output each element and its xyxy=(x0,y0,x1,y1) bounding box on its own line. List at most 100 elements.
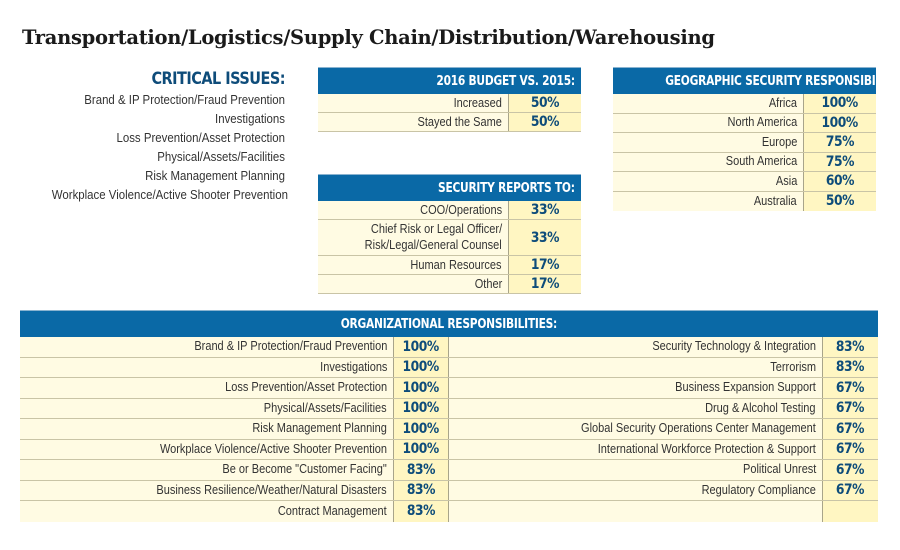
row-value: 67% xyxy=(836,400,865,417)
org-left-column: Brand & IP Protection/Fraud Prevention 10… xyxy=(20,337,449,522)
table-row: Europe 75% xyxy=(613,133,876,153)
row-label: Europe xyxy=(761,134,797,149)
row-label: COO/Operations xyxy=(420,202,502,217)
table-row: Terrorism 83% xyxy=(449,357,878,378)
critical-issue-item: Investigations xyxy=(215,111,285,126)
org-right-column: Security Technology & Integration 83% Ter… xyxy=(449,337,878,522)
budget-table-header: 2016 BUDGET VS. 2015: xyxy=(318,67,581,94)
critical-issue-item: Risk Management Planning xyxy=(145,168,285,183)
table-row: Asia 60% xyxy=(613,172,876,192)
row-label: Africa xyxy=(768,95,797,110)
critical-issue-item: Loss Prevention/Asset Protection xyxy=(116,130,285,145)
table-row: North America 100% xyxy=(613,113,876,133)
row-label: Business Expansion Support xyxy=(675,380,816,395)
row-label: Brand & IP Protection/Fraud Prevention xyxy=(193,339,387,354)
row-value: 33% xyxy=(530,202,560,218)
table-row: Stayed the Same 50% xyxy=(318,113,581,132)
critical-issue-item: Workplace Violence/Active Shooter Preven… xyxy=(51,187,288,202)
row-label: Regulatory Compliance xyxy=(701,482,816,497)
row-label: South America xyxy=(725,154,797,169)
row-label: Political Unrest xyxy=(742,462,816,477)
row-value: 83% xyxy=(836,338,865,355)
table-row-empty xyxy=(449,501,878,522)
row-value: 67% xyxy=(836,420,865,437)
org-table-header: ORGANIZATIONAL RESPONSIBILITIES: xyxy=(20,310,878,337)
security-reports-to-table: SECURITY REPORTS TO: COO/Operations 33% … xyxy=(318,174,581,294)
reports-table-header: SECURITY REPORTS TO: xyxy=(318,174,581,201)
row-value: 75% xyxy=(825,153,855,170)
row-label: Stayed the Same xyxy=(417,114,502,129)
geo-table-header: GEOGRAPHIC SECURITY RESPONSIBILITY: xyxy=(613,67,900,94)
row-value: 67% xyxy=(836,461,865,478)
table-row: Physical/Assets/Facilities 100% xyxy=(20,398,449,419)
row-label: Chief Risk or Legal Officer/ xyxy=(370,222,502,236)
row-label: Global Security Operations Center Manage… xyxy=(581,421,816,436)
row-value: 100% xyxy=(402,420,440,437)
table-row: Investigations 100% xyxy=(20,357,449,378)
table-row: Security Technology & Integration 83% xyxy=(449,337,878,358)
table-row: Be or Become "Customer Facing" 83% xyxy=(20,460,449,481)
row-label: Loss Prevention/Asset Protection xyxy=(224,380,387,395)
row-label: International Workforce Protection & Sup… xyxy=(597,441,816,456)
row-label: Human Resources xyxy=(410,257,502,272)
row-value: 50% xyxy=(530,95,560,111)
table-row: Business Expansion Support 67% xyxy=(449,378,878,399)
row-label: Terrorism xyxy=(770,359,816,374)
table-row: Political Unrest 67% xyxy=(449,460,878,481)
table-row: Human Resources 17% xyxy=(318,256,581,275)
row-value: 100% xyxy=(402,338,440,355)
row-label: Security Technology & Integration xyxy=(652,339,816,354)
table-row: Increased 50% xyxy=(318,94,581,113)
row-label: Increased xyxy=(453,95,502,110)
row-label: Australia xyxy=(754,193,797,208)
row-value: 67% xyxy=(836,379,865,396)
row-label: Drug & Alcohol Testing xyxy=(705,400,816,415)
row-value: 83% xyxy=(406,482,436,499)
geographic-responsibility-table: GEOGRAPHIC SECURITY RESPONSIBILITY: Afri… xyxy=(613,67,900,211)
row-label: Business Resilience/Weather/Natural Disa… xyxy=(156,482,387,497)
row-label: North America xyxy=(727,115,797,130)
organizational-responsibilities-table: ORGANIZATIONAL RESPONSIBILITIES: Brand &… xyxy=(20,310,878,522)
page-title: Transportation/Logistics/Supply Chain/Di… xyxy=(22,26,715,49)
row-value: 100% xyxy=(402,441,440,458)
row-label: Other xyxy=(474,276,502,291)
row-value: 67% xyxy=(836,482,865,499)
table-row: Risk Management Planning 100% xyxy=(20,419,449,440)
row-value: 83% xyxy=(406,503,436,520)
reports-table-title: SECURITY REPORTS TO: xyxy=(438,181,575,196)
table-row: Brand & IP Protection/Fraud Prevention 10… xyxy=(20,337,449,358)
budget-table: 2016 BUDGET VS. 2015: Increased 50% Stay… xyxy=(318,67,581,132)
table-row: Global Security Operations Center Manage… xyxy=(449,419,878,440)
row-label: Investigations xyxy=(319,359,387,374)
table-row: Contract Management 83% xyxy=(20,501,449,522)
table-row: Regulatory Compliance 67% xyxy=(449,480,878,501)
row-value: 83% xyxy=(406,461,436,478)
row-value: 100% xyxy=(402,400,440,417)
table-row: South America 75% xyxy=(613,152,876,172)
table-row: Australia 50% xyxy=(613,191,876,211)
row-label: Asia xyxy=(775,173,797,188)
table-row: COO/Operations 33% xyxy=(318,201,581,220)
critical-issue-item: Physical/Assets/Facilities xyxy=(157,149,285,164)
table-row: Drug & Alcohol Testing 67% xyxy=(449,398,878,419)
row-label: Risk Management Planning xyxy=(252,421,387,436)
critical-issue-item: Brand & IP Protection/Fraud Prevention xyxy=(84,92,285,107)
table-row: Other 17% xyxy=(318,275,581,294)
org-table-title: ORGANIZATIONAL RESPONSIBILITIES: xyxy=(340,317,558,332)
table-row: Business Resilience/Weather/Natural Disa… xyxy=(20,480,449,501)
budget-table-title: 2016 BUDGET VS. 2015: xyxy=(436,74,576,89)
critical-issues-list: CRITICAL ISSUES: Brand & IP Protection/F… xyxy=(20,68,288,204)
row-value: 100% xyxy=(821,95,859,112)
row-value: 100% xyxy=(402,379,440,396)
row-label: Physical/Assets/Facilities xyxy=(264,400,387,415)
table-row: Loss Prevention/Asset Protection 100% xyxy=(20,378,449,399)
critical-issues-title: CRITICAL ISSUES: xyxy=(151,69,285,89)
row-value: 75% xyxy=(825,134,855,151)
table-row: International Workforce Protection & Sup… xyxy=(449,439,878,460)
table-row: Chief Risk or Legal Officer/ Risk/Legal/… xyxy=(318,220,581,256)
row-label: Workplace Violence/Active Shooter Preven… xyxy=(159,441,387,456)
row-value: 60% xyxy=(825,173,855,190)
row-value: 100% xyxy=(402,359,440,376)
row-label: Contract Management xyxy=(278,503,387,518)
row-value: 50% xyxy=(530,114,560,130)
